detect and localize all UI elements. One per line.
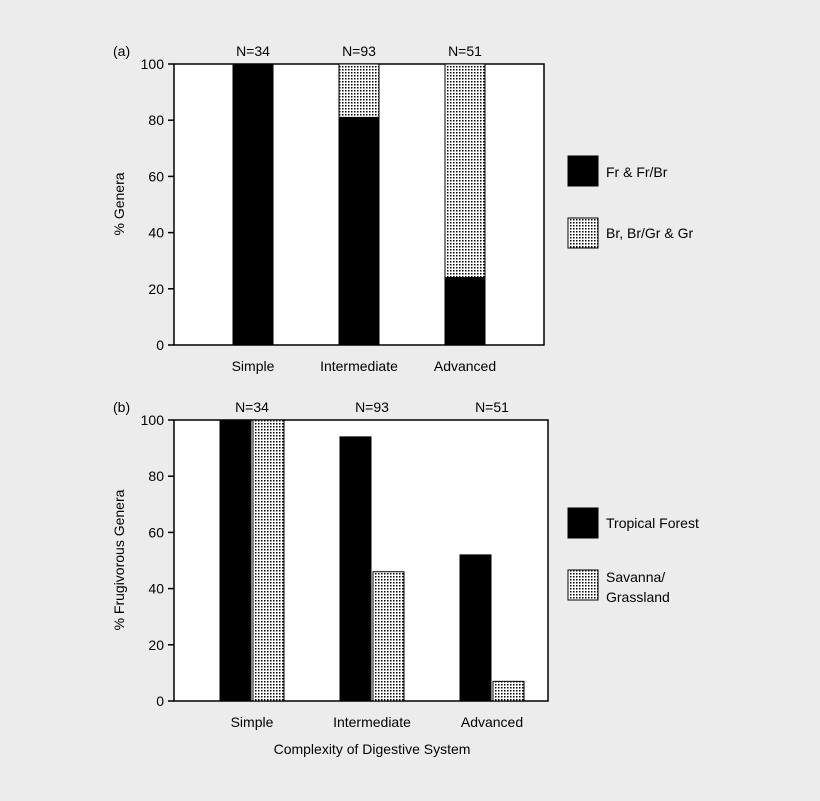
panel-b-bar-advanced-solid (459, 554, 492, 702)
panel-a-x-tick-simple: Simple (232, 358, 275, 374)
panel-b-n-label-advanced: N=51 (475, 399, 509, 415)
panel-b-y-tick-label-40: 40 (148, 581, 164, 597)
panel-a-y-tick-label-0: 0 (156, 337, 164, 353)
panel-b-legend: Tropical Forest Savanna/ Grassland (567, 507, 699, 605)
panel-b-x-tick-advanced: Advanced (461, 714, 523, 730)
panel-a-y-tick-label-60: 60 (148, 168, 164, 184)
panel-b-y-axis-label: % Frugivorous Genera (111, 489, 127, 630)
panel-a-x-tick-advanced: Advanced (434, 358, 496, 374)
panel-a-y-tick-label-40: 40 (148, 225, 164, 241)
panel-a-legend-swatch-solid (567, 155, 599, 187)
panel-b-legend-label-solid: Tropical Forest (606, 515, 699, 531)
panel-b-x-axis-label: Complexity of Digestive System (274, 741, 471, 757)
panel-a-y-tick-label-80: 80 (148, 112, 164, 128)
panel-a-bar-advanced-solid (444, 277, 486, 346)
panel-a-y-tick-label-20: 20 (148, 281, 164, 297)
panel-b-n-label-intermediate: N=93 (355, 399, 389, 415)
panel-b-legend-label-dotted-line1: Savanna/ (606, 569, 665, 585)
panel-b: (b) % Frugivorous Genera 0 20 40 60 80 100 N=… (111, 399, 699, 757)
panel-a-legend-swatch-dotted (567, 217, 599, 249)
panel-b-bar-intermediate-solid (339, 436, 372, 702)
panel-b-n-label-simple: N=34 (235, 399, 269, 415)
panel-b-legend-label-dotted-line2: Grassland (606, 589, 670, 605)
panel-b-legend-swatch-solid (567, 507, 599, 539)
panel-b-y-ticks: 0 20 40 60 80 100 (141, 412, 174, 709)
panel-b-legend-swatch-dotted (567, 569, 599, 601)
panel-a-bars (232, 63, 486, 346)
panel-a-y-axis-label: % Genera (111, 172, 127, 235)
panel-b-y-tick-label-20: 20 (148, 637, 164, 653)
panel-b-y-tick-label-0: 0 (156, 693, 164, 709)
panel-b-bar-advanced-dotted (492, 680, 525, 702)
panel-a-legend: Fr & Fr/Br Br, Br/Gr & Gr (567, 155, 693, 249)
panel-a-n-label-simple: N=34 (236, 43, 270, 59)
panel-a-bar-advanced-dotted (444, 63, 486, 279)
panel-b-bar-intermediate-dotted (372, 571, 405, 702)
panel-a-bar-intermediate-dotted (338, 63, 380, 118)
panel-a-bar-simple-solid (232, 63, 274, 346)
panel-b-bar-simple-dotted (252, 419, 285, 702)
panel-a-bar-intermediate-solid (338, 116, 380, 346)
panel-a: (a) % Genera 0 20 40 60 80 100 N=34 N=93 N=51… (111, 43, 693, 374)
panel-b-y-tick-label-60: 60 (148, 524, 164, 540)
panel-a-x-tick-intermediate: Intermediate (320, 358, 398, 374)
panel-b-x-tick-intermediate: Intermediate (333, 714, 411, 730)
panel-b-y-tick-label-100: 100 (141, 412, 165, 428)
panel-a-y-tick-label-100: 100 (141, 56, 165, 72)
panel-b-bar-simple-solid (219, 419, 252, 702)
panel-b-label: (b) (113, 399, 130, 415)
panel-b-bars (219, 419, 525, 702)
panel-a-n-label-intermediate: N=93 (342, 43, 376, 59)
panel-b-y-tick-label-80: 80 (148, 468, 164, 484)
panel-a-legend-label-dotted: Br, Br/Gr & Gr (606, 225, 693, 241)
panel-a-y-ticks: 0 20 40 60 80 100 (141, 56, 174, 353)
panel-b-x-tick-simple: Simple (231, 714, 274, 730)
panel-a-legend-label-solid: Fr & Fr/Br (606, 164, 668, 180)
panel-a-n-label-advanced: N=51 (448, 43, 482, 59)
panel-a-label: (a) (113, 43, 130, 59)
